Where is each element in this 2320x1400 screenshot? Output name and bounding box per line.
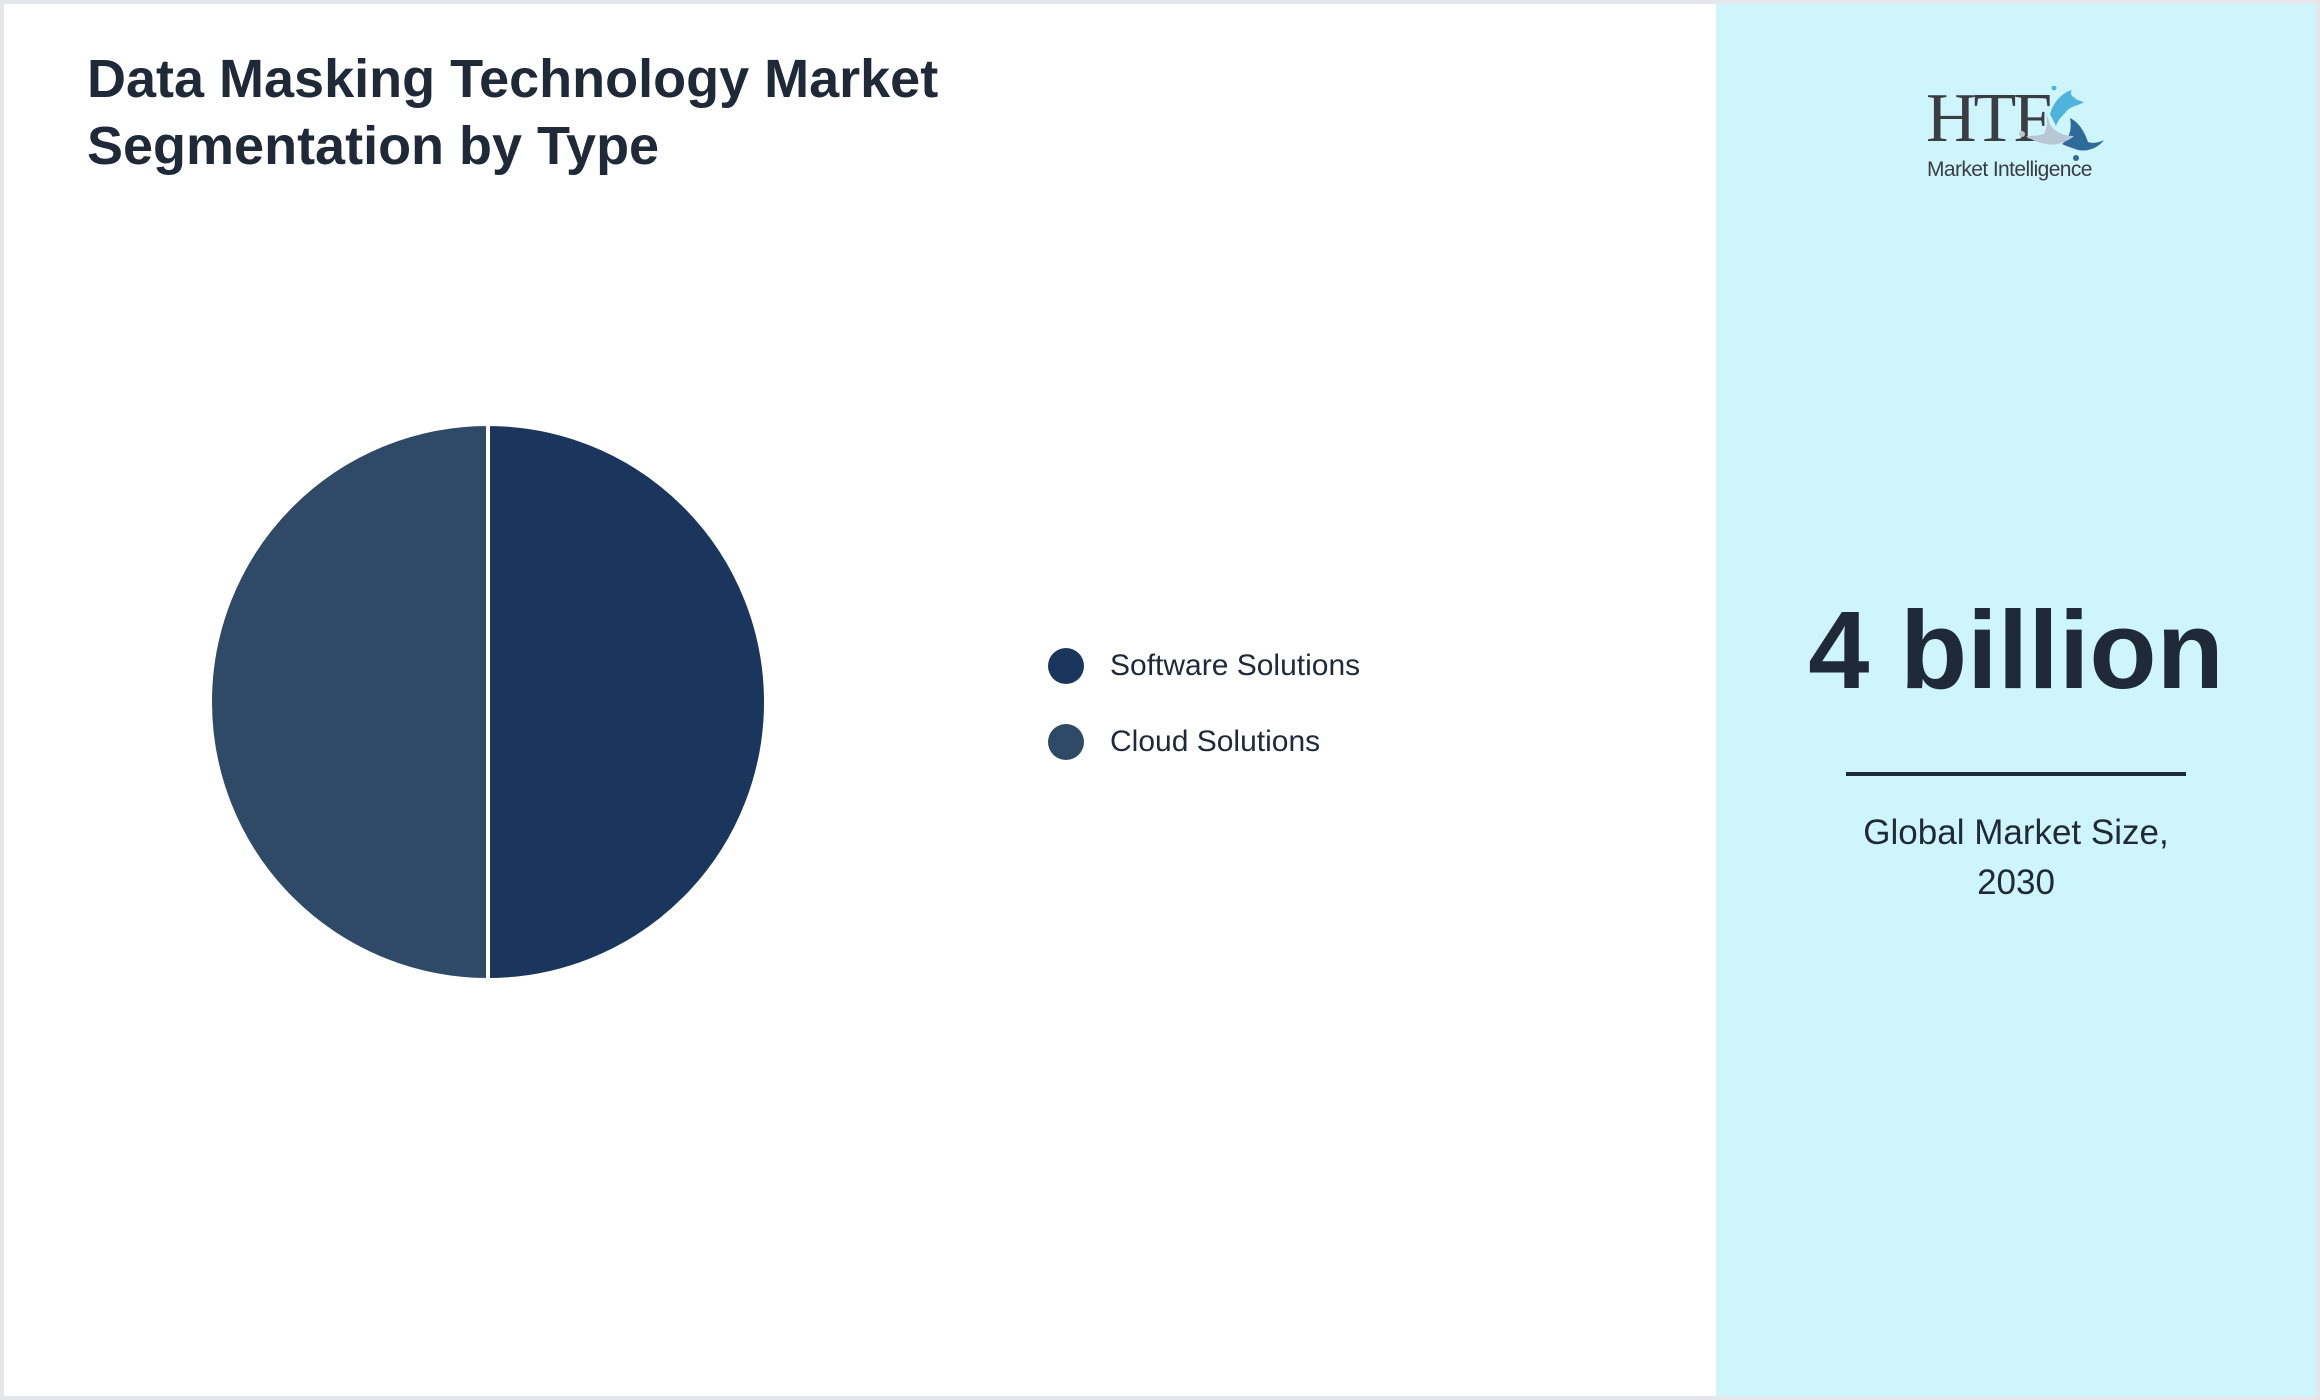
htf-logo: HTF Market Intelligence — [1926, 84, 2126, 189]
chart-title-line-1: Data Masking Technology Market — [87, 49, 939, 109]
caption-line-1: Global Market Size, — [1863, 813, 2169, 852]
legend-dot-icon — [1048, 648, 1084, 684]
market-size-caption: Global Market Size, 2030 — [1816, 808, 2216, 908]
divider — [1846, 772, 2186, 776]
legend-item-cloud-solutions[interactable]: Cloud Solutions — [1044, 722, 1320, 762]
market-size-value: 4 billion — [1808, 589, 2224, 712]
card: Data Masking Technology Market Segmentat… — [4, 4, 2316, 1396]
logo-tagline: Market Intelligence — [1927, 158, 2092, 181]
market-size-panel: HTF Market Intelligence 4 billion Global… — [1716, 4, 2316, 1396]
chart-title-line-2: Segmentation by Type — [87, 116, 660, 176]
legend-label: Cloud Solutions — [1110, 725, 1321, 758]
caption-line-2: 2030 — [1977, 863, 2055, 902]
people-circle-logo-icon — [2019, 86, 2104, 161]
pie-slice-cloud-solutions[interactable] — [208, 421, 490, 983]
legend-item-software-solutions[interactable]: Software Solutions — [1044, 646, 1360, 686]
legend-label: Software Solutions — [1110, 649, 1361, 682]
chart-title: Data Masking Technology Market Segmentat… — [87, 46, 1087, 180]
legend-dot-icon — [1048, 724, 1084, 760]
pie-chart — [208, 421, 768, 983]
logo-brand-text: HTF — [1926, 80, 2052, 157]
pie-slice-software-solutions[interactable] — [486, 421, 768, 983]
